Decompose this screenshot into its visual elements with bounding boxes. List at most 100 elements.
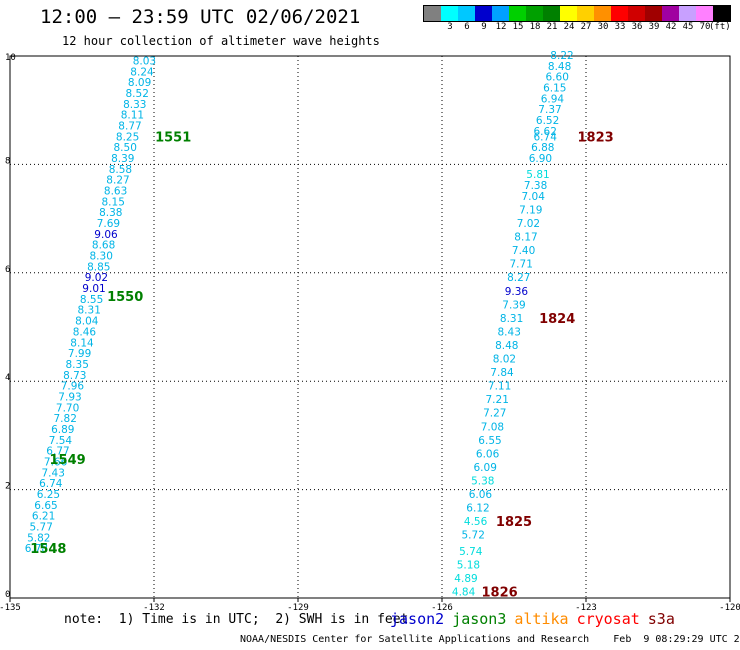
wave-height-label: 7.96: [61, 381, 85, 393]
x-tick-label: -129: [287, 603, 309, 613]
color-scale-swatch: [492, 6, 509, 21]
wave-height-label: 8.46: [73, 326, 97, 338]
satellite-legend-altika: altika: [514, 610, 569, 628]
color-scale-bar: [423, 5, 731, 22]
wave-height-label: 8.77: [118, 120, 141, 132]
wave-height-label: 6.89: [51, 424, 74, 436]
pass-number-label: 1823: [578, 130, 614, 145]
color-scale-label: 21: [546, 22, 558, 32]
wave-height-label: 6.06: [469, 489, 493, 501]
wave-height-label: 7.04: [522, 191, 546, 203]
wave-height-label: 6.12: [466, 503, 489, 515]
color-scale-label: 9: [481, 22, 487, 32]
x-tick-label: -132: [143, 603, 165, 613]
wave-height-label: 5.74: [459, 546, 483, 558]
color-scale-label: 42: [665, 22, 677, 32]
color-scale-label: 30: [597, 22, 609, 32]
color-scale-swatch: [526, 6, 543, 21]
color-scale-label: 18: [529, 22, 541, 32]
color-scale-label: 45: [682, 22, 694, 32]
wave-height-label: 8.33: [123, 99, 146, 111]
wave-height-label: 7.71: [510, 259, 533, 271]
x-tick-label: -123: [575, 603, 597, 613]
wave-height-label: 8.85: [87, 261, 110, 273]
color-scale-swatch: [679, 6, 696, 21]
wave-height-label: 4.84: [452, 587, 476, 599]
satellite-legend-cryosat: cryosat: [576, 610, 640, 628]
wave-height-label: 8.55: [80, 294, 103, 306]
color-scale-swatch: [560, 6, 577, 21]
color-scale-label: 39: [648, 22, 660, 32]
wave-height-label: 8.39: [111, 153, 134, 165]
wave-height-label: 7.54: [49, 435, 73, 447]
color-scale-swatch: [577, 6, 594, 21]
pass-number-label: 1825: [496, 515, 532, 530]
wave-height-label: 6.65: [34, 500, 57, 512]
satellite-legend: jason2 jason3 altika cryosat s3a: [390, 610, 683, 628]
satellite-legend-jason3: jason3: [452, 610, 507, 628]
wave-height-label: 8.68: [92, 240, 115, 252]
color-scale-swatch: [458, 6, 475, 21]
wave-height-label: 8.27: [507, 272, 530, 284]
wave-height-label: 7.99: [68, 348, 91, 360]
wave-height-label: 6.74: [39, 478, 63, 490]
wave-height-label: 6.15: [543, 83, 566, 95]
pass-number-label: 1548: [30, 542, 66, 557]
chart-subtitle: 12 hour collection of altimeter wave hei…: [62, 34, 380, 48]
color-scale-swatch: [645, 6, 662, 21]
wave-height-label: 7.08: [481, 421, 504, 433]
pass-number-label: 1551: [155, 130, 191, 145]
wave-height-label: 4.56: [464, 516, 488, 528]
chart-title: 12:00 – 23:59 UTC 02/06/2021: [40, 6, 361, 28]
wave-height-label: 6.06: [476, 448, 500, 460]
wave-height-label: 8.09: [128, 77, 151, 89]
wave-height-label: 5.72: [462, 530, 485, 542]
wave-height-label: 7.19: [519, 204, 542, 216]
y-tick-label: 0: [5, 590, 10, 600]
wave-height-label: 8.22: [550, 50, 573, 62]
wave-height-label: 8.48: [495, 340, 518, 352]
color-scale-swatch: [543, 6, 560, 21]
satellite-legend-s3a: s3a: [647, 610, 675, 628]
wave-height-label: 8.58: [109, 164, 132, 176]
wave-height-label: 8.15: [102, 196, 125, 208]
satellite-legend-jason2: jason2: [390, 610, 445, 628]
wave-height-label: 8.17: [514, 232, 537, 244]
wave-height-label: 7.93: [58, 391, 81, 403]
pass-number-label: 1826: [482, 586, 518, 601]
wave-height-label: 8.38: [99, 207, 122, 219]
wave-height-label: 6.60: [546, 72, 569, 84]
credit-line: NOAA/NESDIS Center for Satellite Applica…: [240, 634, 740, 645]
color-scale-swatch: [628, 6, 645, 21]
wave-height-label: 7.84: [490, 367, 514, 379]
color-scale-label: 12: [495, 22, 507, 32]
wave-height-label: 4.89: [454, 573, 477, 585]
wave-height-label: 9.36: [505, 286, 529, 298]
color-scale-swatch: [662, 6, 679, 21]
wave-height-label: 7.70: [56, 402, 79, 414]
plot-frame: [9, 55, 731, 599]
x-tick-label: -120: [719, 603, 740, 613]
y-tick-label: 4: [5, 373, 10, 383]
color-scale-swatch: [441, 6, 458, 21]
wave-height-label: 7.39: [502, 299, 525, 311]
wave-height-label: 8.50: [114, 142, 137, 154]
pass-number-label: 1824: [539, 312, 575, 327]
wave-height-label: 6.62: [534, 126, 557, 138]
wave-height-label: 5.81: [526, 169, 549, 181]
wave-height-label: 7.11: [488, 381, 511, 393]
wave-height-label: 8.02: [493, 354, 516, 366]
wave-height-label: 6.94: [541, 93, 565, 105]
wave-height-label: 8.73: [63, 370, 86, 382]
y-tick-label: 10: [5, 53, 16, 63]
wave-height-label: 7.21: [486, 394, 509, 406]
color-scale-label: 27: [580, 22, 592, 32]
wave-height-label: 8.25: [116, 131, 139, 143]
wave-height-label: 8.43: [498, 326, 521, 338]
wave-height-label: 8.30: [90, 251, 113, 263]
wave-height-label: 8.63: [104, 186, 127, 198]
pass-number-label: 1549: [50, 453, 86, 468]
wave-height-label: 7.66: [44, 457, 68, 469]
wave-height-label: 8.24: [130, 66, 154, 78]
